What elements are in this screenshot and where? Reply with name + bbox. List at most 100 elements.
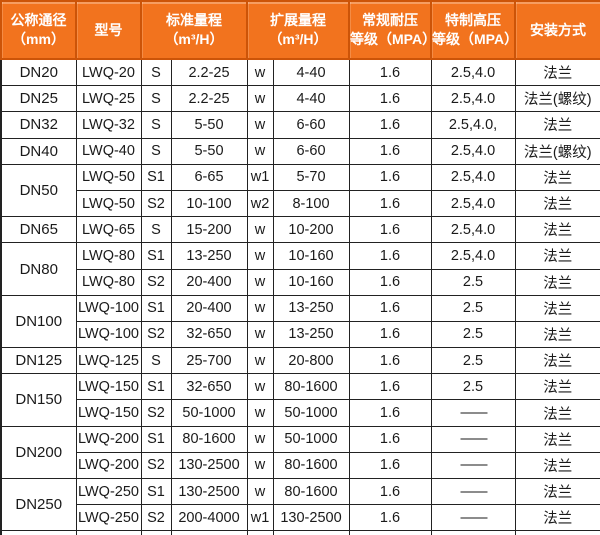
cell-high-pressure: —— <box>430 530 516 535</box>
table-row: DN25 LWQ-25 S 2.2-25 w 4-40 1.6 2.5,4.0 法兰(螺纹) <box>0 85 600 113</box>
cell-ext-code: w1 <box>246 504 274 532</box>
cell-standard-range: 20-400 <box>170 294 248 322</box>
cell-extended-range: 5-70 <box>272 163 350 191</box>
cell-model: LWQ-20 <box>75 58 142 87</box>
cell-standard-range: 13-250 <box>170 242 248 270</box>
cell-range-code: S2 <box>140 504 172 532</box>
cell-standard-pressure: 1.6 <box>348 399 432 427</box>
cell-range-code: S2 <box>140 268 172 296</box>
cell-range-code: S1 <box>140 373 172 401</box>
cell-standard-range: 5-50 <box>170 137 248 165</box>
cell-standard-pressure: 1.6 <box>348 163 432 191</box>
cell-high-pressure: 2.5,4.0 <box>430 242 516 270</box>
cell-installation: 法兰 <box>514 216 600 244</box>
table-row: LWQ-200 S2 130-2500 w 80-1600 1.6 —— 法兰 <box>1 451 600 480</box>
cell-model: LWQ-150 <box>75 373 142 401</box>
cell-model: LWQ-250 <box>75 504 142 532</box>
cell-standard-pressure: 1.6 <box>348 242 432 270</box>
cell-standard-pressure: 1.6 <box>348 85 432 113</box>
cell-range-code: S1 <box>140 294 172 322</box>
cell-installation: 法兰 <box>514 451 600 480</box>
table-row: DN125 LWQ-125 S 25-700 w 20-800 1.6 2.5 法兰 <box>0 347 600 375</box>
header-label: 常规耐压 <box>362 12 418 29</box>
cell-ext-code: w <box>246 399 274 427</box>
cell-model: LWQ-100 <box>75 320 142 349</box>
header-label: 扩展量程 <box>270 12 326 29</box>
cell-ext-code: w <box>246 294 274 322</box>
cell-standard-pressure: 1.6 <box>348 189 432 218</box>
cell-high-pressure: 2.5 <box>430 347 516 375</box>
cell-standard-range: 10-100 <box>170 189 248 218</box>
cell-installation: 法兰 <box>514 294 600 322</box>
cell-nominal-diameter: DN50 <box>0 163 77 218</box>
cell-standard-range: 25-700 <box>170 347 248 375</box>
cell-standard-pressure: 1.6 <box>348 530 432 535</box>
cell-nominal-diameter: DN250 <box>0 477 77 532</box>
cell-ext-code: w <box>246 268 274 296</box>
header-label: 标准量程 <box>166 12 222 29</box>
cell-standard-range: 32-650 <box>170 320 248 349</box>
cell-standard-range: 200-4000 <box>170 504 248 532</box>
cell-ext-code: w <box>246 111 274 139</box>
cell-ext-code: w <box>246 216 274 244</box>
cell-installation: 法兰 <box>514 320 600 349</box>
cell-range-code: S <box>140 347 172 375</box>
cell-nominal-diameter: DN80 <box>0 242 77 296</box>
cell-model: LWQ-150 <box>75 399 142 427</box>
cell-installation: 法兰 <box>514 347 600 375</box>
cell-nominal-diameter: DN150 <box>0 373 77 427</box>
table-row: DN20 LWQ-20 S 2.2-25 w 4-40 1.6 2.5,4.0 法兰 <box>0 58 600 87</box>
cell-range-code: S <box>140 137 172 165</box>
column-header-high-pressure: 特制高压 等级（MPA） <box>430 0 516 60</box>
cell-installation: 法兰 <box>514 111 600 139</box>
table-row: LWQ-100 S2 32-650 w 13-250 1.6 2.5 法兰 <box>1 320 600 349</box>
header-label: （mm） <box>12 31 65 47</box>
table-row: DN65 LWQ-65 S 15-200 w 10-200 1.6 2.5,4.0 法兰 <box>0 216 600 244</box>
cell-ext-code: w2 <box>246 530 274 535</box>
cell-nominal-diameter: DN300 <box>0 530 77 535</box>
cell-high-pressure: 2.5,4.0 <box>430 163 516 191</box>
table-row: DN32 LWQ-32 S 5-50 w 6-60 1.6 2.5,4.0, 法兰 <box>0 111 600 139</box>
cell-model: LWQ-32 <box>75 111 142 139</box>
cell-standard-range: 20-400 <box>170 268 248 296</box>
cell-extended-range: 6-60 <box>272 111 350 139</box>
cell-standard-pressure: 1.6 <box>348 320 432 349</box>
cell-standard-pressure: 1.6 <box>348 451 432 480</box>
cell-ext-code: w <box>246 137 274 165</box>
cell-extended-range: 10-160 <box>272 268 350 296</box>
cell-ext-code: w <box>246 451 274 480</box>
column-header-standard-pressure: 常规耐压 等级（MPA） <box>348 0 432 60</box>
cell-standard-pressure: 1.6 <box>348 504 432 532</box>
cell-range-code: S2 <box>140 189 172 218</box>
table-row: DN250 LWQ-250 S1 130-2500 w 80-1600 1.6 —— 法兰 <box>0 477 600 532</box>
table-body: DN20 LWQ-20 S 2.2-25 w 4-40 1.6 2.5,4.0 法兰 DN25 LW… <box>0 58 600 535</box>
cell-range-code: S <box>140 530 172 535</box>
cell-standard-pressure: 1.6 <box>348 268 432 296</box>
cell-ext-code: w <box>246 347 274 375</box>
cell-high-pressure: 2.5,4.0 <box>430 216 516 244</box>
cell-standard-pressure: 1.6 <box>348 137 432 165</box>
table-row: DN150 LWQ-150 S1 32-650 w 80-1600 1.6 2.5 法兰 <box>0 373 600 427</box>
cell-standard-pressure: 1.6 <box>348 425 432 453</box>
cell-extended-range: 13-250 <box>272 294 350 322</box>
cell-nominal-diameter: DN125 <box>0 347 77 375</box>
table-row: LWQ-150 S2 50-1000 w 50-1000 1.6 —— 法兰 <box>1 399 600 427</box>
cell-installation: 法兰 <box>514 530 600 535</box>
cell-installation: 法兰 <box>514 58 600 87</box>
cell-extended-range: 130-2500 <box>272 504 350 532</box>
cell-extended-range: 4-40 <box>272 58 350 87</box>
cell-model: LWQ-300 <box>75 530 142 535</box>
cell-ext-code: w <box>246 85 274 113</box>
cell-installation: 法兰(螺纹) <box>514 137 600 165</box>
cell-range-code: S2 <box>140 320 172 349</box>
cell-ext-code: w2 <box>246 189 274 218</box>
cell-standard-range: 130-2500 <box>170 451 248 480</box>
column-header-model: 型号 <box>75 0 142 60</box>
cell-extended-range: 8-100 <box>272 189 350 218</box>
header-label: 型号 <box>94 21 123 38</box>
cell-nominal-diameter: DN20 <box>0 58 77 87</box>
cell-high-pressure: —— <box>430 425 516 453</box>
cell-extended-range: 80-1600 <box>272 477 350 506</box>
